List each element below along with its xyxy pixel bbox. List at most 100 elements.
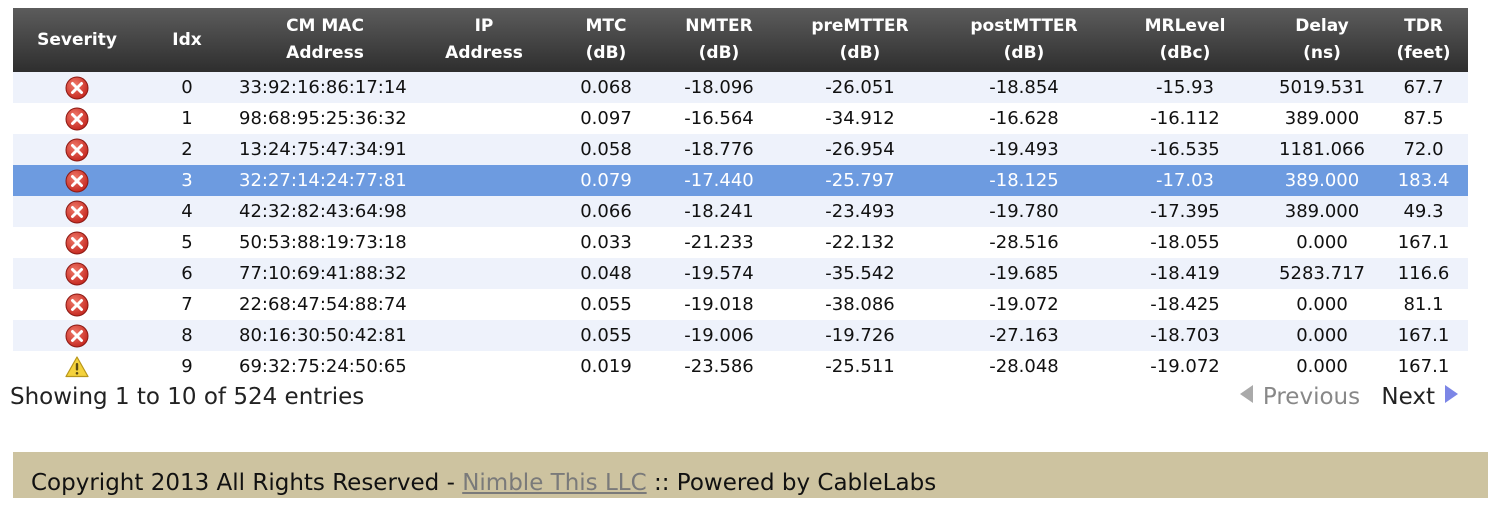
column-header-unit: (feet) [1396, 43, 1451, 63]
cell-ip [417, 289, 551, 320]
cell-mtc: 0.055 [551, 289, 661, 320]
cell-tdr: 183.4 [1379, 165, 1468, 196]
cell-ip [417, 258, 551, 289]
column-header-unit: (ns) [1303, 43, 1341, 63]
previous-button[interactable]: Previous [1239, 384, 1361, 410]
cell-nmter: -18.096 [661, 72, 777, 103]
cell-mrlevel: -19.072 [1105, 351, 1265, 382]
cell-mac: 32:27:14:24:77:81 [233, 165, 417, 196]
column-header-tdr[interactable]: TDR (feet) [1379, 8, 1468, 72]
column-header-unit: (dB) [585, 43, 627, 63]
cell-mac: 50:53:88:19:73:18 [233, 227, 417, 258]
cell-delay: 5019.531 [1265, 72, 1379, 103]
column-header-mtc[interactable]: MTC (dB) [551, 8, 661, 72]
column-header-label: Severity [37, 29, 117, 50]
cell-tdr: 167.1 [1379, 351, 1468, 382]
cell-tdr: 167.1 [1379, 227, 1468, 258]
cell-tdr: 49.3 [1379, 196, 1468, 227]
cell-delay: 389.000 [1265, 165, 1379, 196]
cell-premtter: -34.912 [777, 103, 943, 134]
column-header-ip[interactable]: IP Address [417, 8, 551, 72]
cell-nmter: -16.564 [661, 103, 777, 134]
cell-idx: 0 [141, 72, 233, 103]
table-row[interactable]: 2 13:24:75:47:34:91 0.058 -18.776 -26.954 -19… [13, 134, 1468, 165]
warning-icon [65, 355, 89, 379]
cell-tdr: 81.1 [1379, 289, 1468, 320]
footer-company-link[interactable]: Nimble This LLC [462, 470, 647, 496]
column-header-nmter[interactable]: NMTER (dB) [661, 8, 777, 72]
column-header-label: MTC [585, 16, 627, 36]
table-row[interactable]: 0 33:92:16:86:17:14 0.068 -18.096 -26.051 -18… [13, 72, 1468, 103]
cell-mtc: 0.068 [551, 72, 661, 103]
table-row[interactable]: 3 32:27:14:24:77:81 0.079 -17.440 -25.797 -18… [13, 165, 1468, 196]
pagination: Previous Next [1239, 384, 1458, 410]
column-header-unit: (dB) [1003, 43, 1045, 63]
table-row[interactable]: 7 22:68:47:54:88:74 0.055 -19.018 -38.086 -19… [13, 289, 1468, 320]
cell-ip [417, 351, 551, 382]
cell-postmtter: -18.854 [943, 72, 1105, 103]
table-row[interactable]: 5 50:53:88:19:73:18 0.033 -21.233 -22.132 -28… [13, 227, 1468, 258]
cell-postmtter: -19.685 [943, 258, 1105, 289]
column-header-label: postMTTER [970, 16, 1078, 36]
cell-postmtter: -16.628 [943, 103, 1105, 134]
cell-delay: 0.000 [1265, 351, 1379, 382]
cell-idx: 8 [141, 320, 233, 351]
error-icon [65, 324, 89, 348]
error-icon [65, 231, 89, 255]
cell-severity [13, 351, 141, 382]
column-header-mrlevel[interactable]: MRLevel (dBc) [1105, 8, 1265, 72]
cell-mrlevel: -18.419 [1105, 258, 1265, 289]
table-header: Severity Idx CM MAC Address IP Address MTC (dB)… [13, 8, 1468, 72]
table-row[interactable]: 8 80:16:30:50:42:81 0.055 -19.006 -19.726 -27… [13, 320, 1468, 351]
next-button[interactable]: Next [1381, 384, 1458, 410]
cell-delay: 389.000 [1265, 196, 1379, 227]
column-header-postmtter[interactable]: postMTTER (dB) [943, 8, 1105, 72]
table-row[interactable]: 9 69:32:75:24:50:65 0.019 -23.586 -25.511 -28… [13, 351, 1468, 382]
footer-powered-by: :: Powered by CableLabs [646, 470, 937, 496]
column-header-unit: Address [286, 43, 364, 63]
column-header-severity[interactable]: Severity [13, 8, 141, 72]
cell-idx: 7 [141, 289, 233, 320]
cell-delay: 0.000 [1265, 320, 1379, 351]
next-arrow-icon [1445, 385, 1458, 403]
cell-nmter: -21.233 [661, 227, 777, 258]
cell-nmter: -19.006 [661, 320, 777, 351]
cell-mtc: 0.058 [551, 134, 661, 165]
column-header-delay[interactable]: Delay (ns) [1265, 8, 1379, 72]
previous-arrow-icon [1239, 385, 1253, 403]
error-icon [65, 138, 89, 162]
cell-nmter: -18.241 [661, 196, 777, 227]
table-row[interactable]: 6 77:10:69:41:88:32 0.048 -19.574 -35.542 -19… [13, 258, 1468, 289]
cell-ip [417, 134, 551, 165]
previous-label: Previous [1262, 384, 1361, 410]
column-header-premtter[interactable]: preMTTER (dB) [777, 8, 943, 72]
column-header-label: MRLevel [1144, 16, 1226, 36]
table-row[interactable]: 1 98:68:95:25:36:32 0.097 -16.564 -34.912 -16… [13, 103, 1468, 134]
cell-ip [417, 227, 551, 258]
cell-mrlevel: -15.93 [1105, 72, 1265, 103]
cell-mtc: 0.048 [551, 258, 661, 289]
cell-premtter: -19.726 [777, 320, 943, 351]
cell-premtter: -35.542 [777, 258, 943, 289]
cell-mtc: 0.079 [551, 165, 661, 196]
cell-postmtter: -19.780 [943, 196, 1105, 227]
cell-delay: 0.000 [1265, 289, 1379, 320]
cell-nmter: -19.018 [661, 289, 777, 320]
cell-ip [417, 320, 551, 351]
cell-severity [13, 258, 141, 289]
column-header-idx[interactable]: Idx [141, 8, 233, 72]
column-header-mac[interactable]: CM MAC Address [233, 8, 417, 72]
column-header-label: Idx [172, 29, 202, 50]
footer: Copyright 2013 All Rights Reserved - Nim… [13, 452, 1488, 498]
column-header-unit: (dBc) [1159, 43, 1211, 63]
cell-tdr: 87.5 [1379, 103, 1468, 134]
table-row[interactable]: 4 42:32:82:43:64:98 0.066 -18.241 -23.493 -19… [13, 196, 1468, 227]
cell-nmter: -17.440 [661, 165, 777, 196]
cell-premtter: -26.954 [777, 134, 943, 165]
column-header-unit: (dB) [839, 43, 881, 63]
cell-idx: 2 [141, 134, 233, 165]
cell-premtter: -38.086 [777, 289, 943, 320]
header-row: Severity Idx CM MAC Address IP Address MTC (dB)… [13, 8, 1468, 72]
column-header-label: NMTER [685, 16, 753, 36]
cell-mtc: 0.019 [551, 351, 661, 382]
